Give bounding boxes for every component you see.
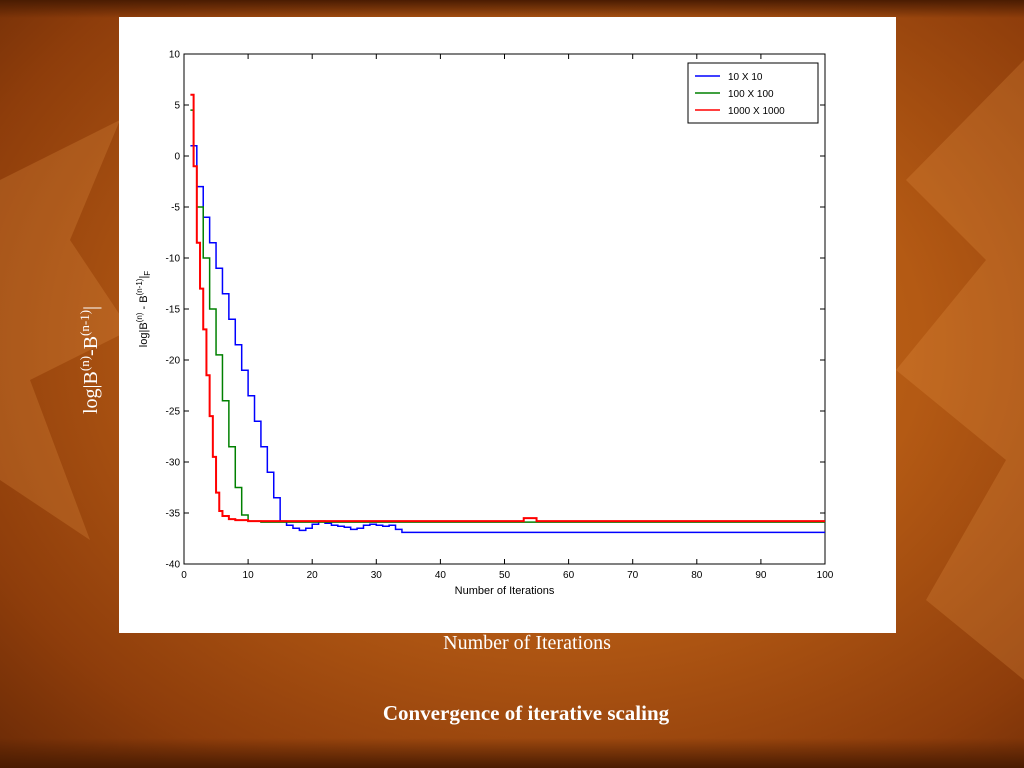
slide-caption: Convergence of iterative scaling (382, 701, 670, 725)
background-top-shade (0, 0, 1024, 18)
y-tick-label: -10 (166, 254, 181, 265)
plot-frame (183, 53, 826, 565)
y-axis-label-part: | (138, 276, 150, 279)
x-tick-label: 20 (307, 570, 319, 581)
x-tick-label: 60 (563, 570, 575, 581)
y-tick-label: -15 (166, 305, 181, 316)
y-tick-label: -30 (166, 458, 181, 469)
y-axis-label-part: (n) (135, 312, 144, 322)
y-axis-label-part: log|B (138, 322, 150, 347)
x-tick-label: 0 (181, 570, 187, 581)
x-axis-label: Number of Iterations (455, 585, 555, 597)
x-tick-label: 50 (499, 570, 511, 581)
x-tick-label: 80 (691, 570, 703, 581)
background-leaf-decoration (0, 120, 130, 540)
y-axis-label: log|B(n) - B(n-1)|F (135, 271, 152, 348)
series-line-1 (190, 145, 825, 534)
y-tick-label: -35 (166, 509, 181, 520)
x-tick-label: 90 (755, 570, 767, 581)
legend-entry-3: 1000 X 1000 (728, 106, 785, 117)
plot-panel: 0 10 20 30 40 50 60 70 80 90 100 10 5 0 -5 -10 -15 -20 -25… (119, 17, 896, 633)
y-tick-label: 0 (174, 152, 180, 163)
slide-ylabel-superscript-2: (n-1) (77, 309, 92, 336)
legend-entry-2: 100 X 100 (728, 89, 774, 100)
y-tick-label: -20 (166, 356, 181, 367)
slide-ylabel-part-3: | (80, 305, 102, 310)
x-tick-label: 70 (627, 570, 639, 581)
slide-ylabel-part-2: -B (80, 335, 102, 356)
legend-entry-1: 10 X 10 (728, 72, 763, 83)
series-line-3 (190, 93, 825, 523)
x-tick-label: 10 (243, 570, 255, 581)
x-tick-label: 100 (817, 570, 834, 581)
y-tick-label: 10 (169, 50, 181, 61)
y-axis-label-part: (n-1) (135, 278, 144, 295)
line-chart: 0 10 20 30 40 50 60 70 80 90 1001050-5-10-15-20-25… (135, 50, 834, 598)
slide-y-axis-label: log|B(n)-B(n-1)| (77, 306, 103, 414)
y-tick-label: -40 (166, 560, 181, 571)
series-line-2 (190, 109, 825, 523)
slide-ylabel-superscript-1: (n) (77, 355, 92, 372)
y-axis-label-part: - B (138, 295, 150, 312)
y-tick-label: -25 (166, 407, 181, 418)
slide-x-axis-label: Number of Iterations (443, 632, 611, 654)
y-tick-label: -5 (171, 203, 180, 214)
x-tick-label: 40 (435, 570, 447, 581)
y-axis-label-part: F (143, 271, 152, 276)
slide-ylabel-part-1: log|B (80, 371, 102, 415)
background-leaf-decoration-right (896, 60, 1024, 680)
background-bottom-shade (0, 738, 1024, 768)
x-tick-label: 30 (371, 570, 383, 581)
y-tick-label: 5 (174, 101, 180, 112)
